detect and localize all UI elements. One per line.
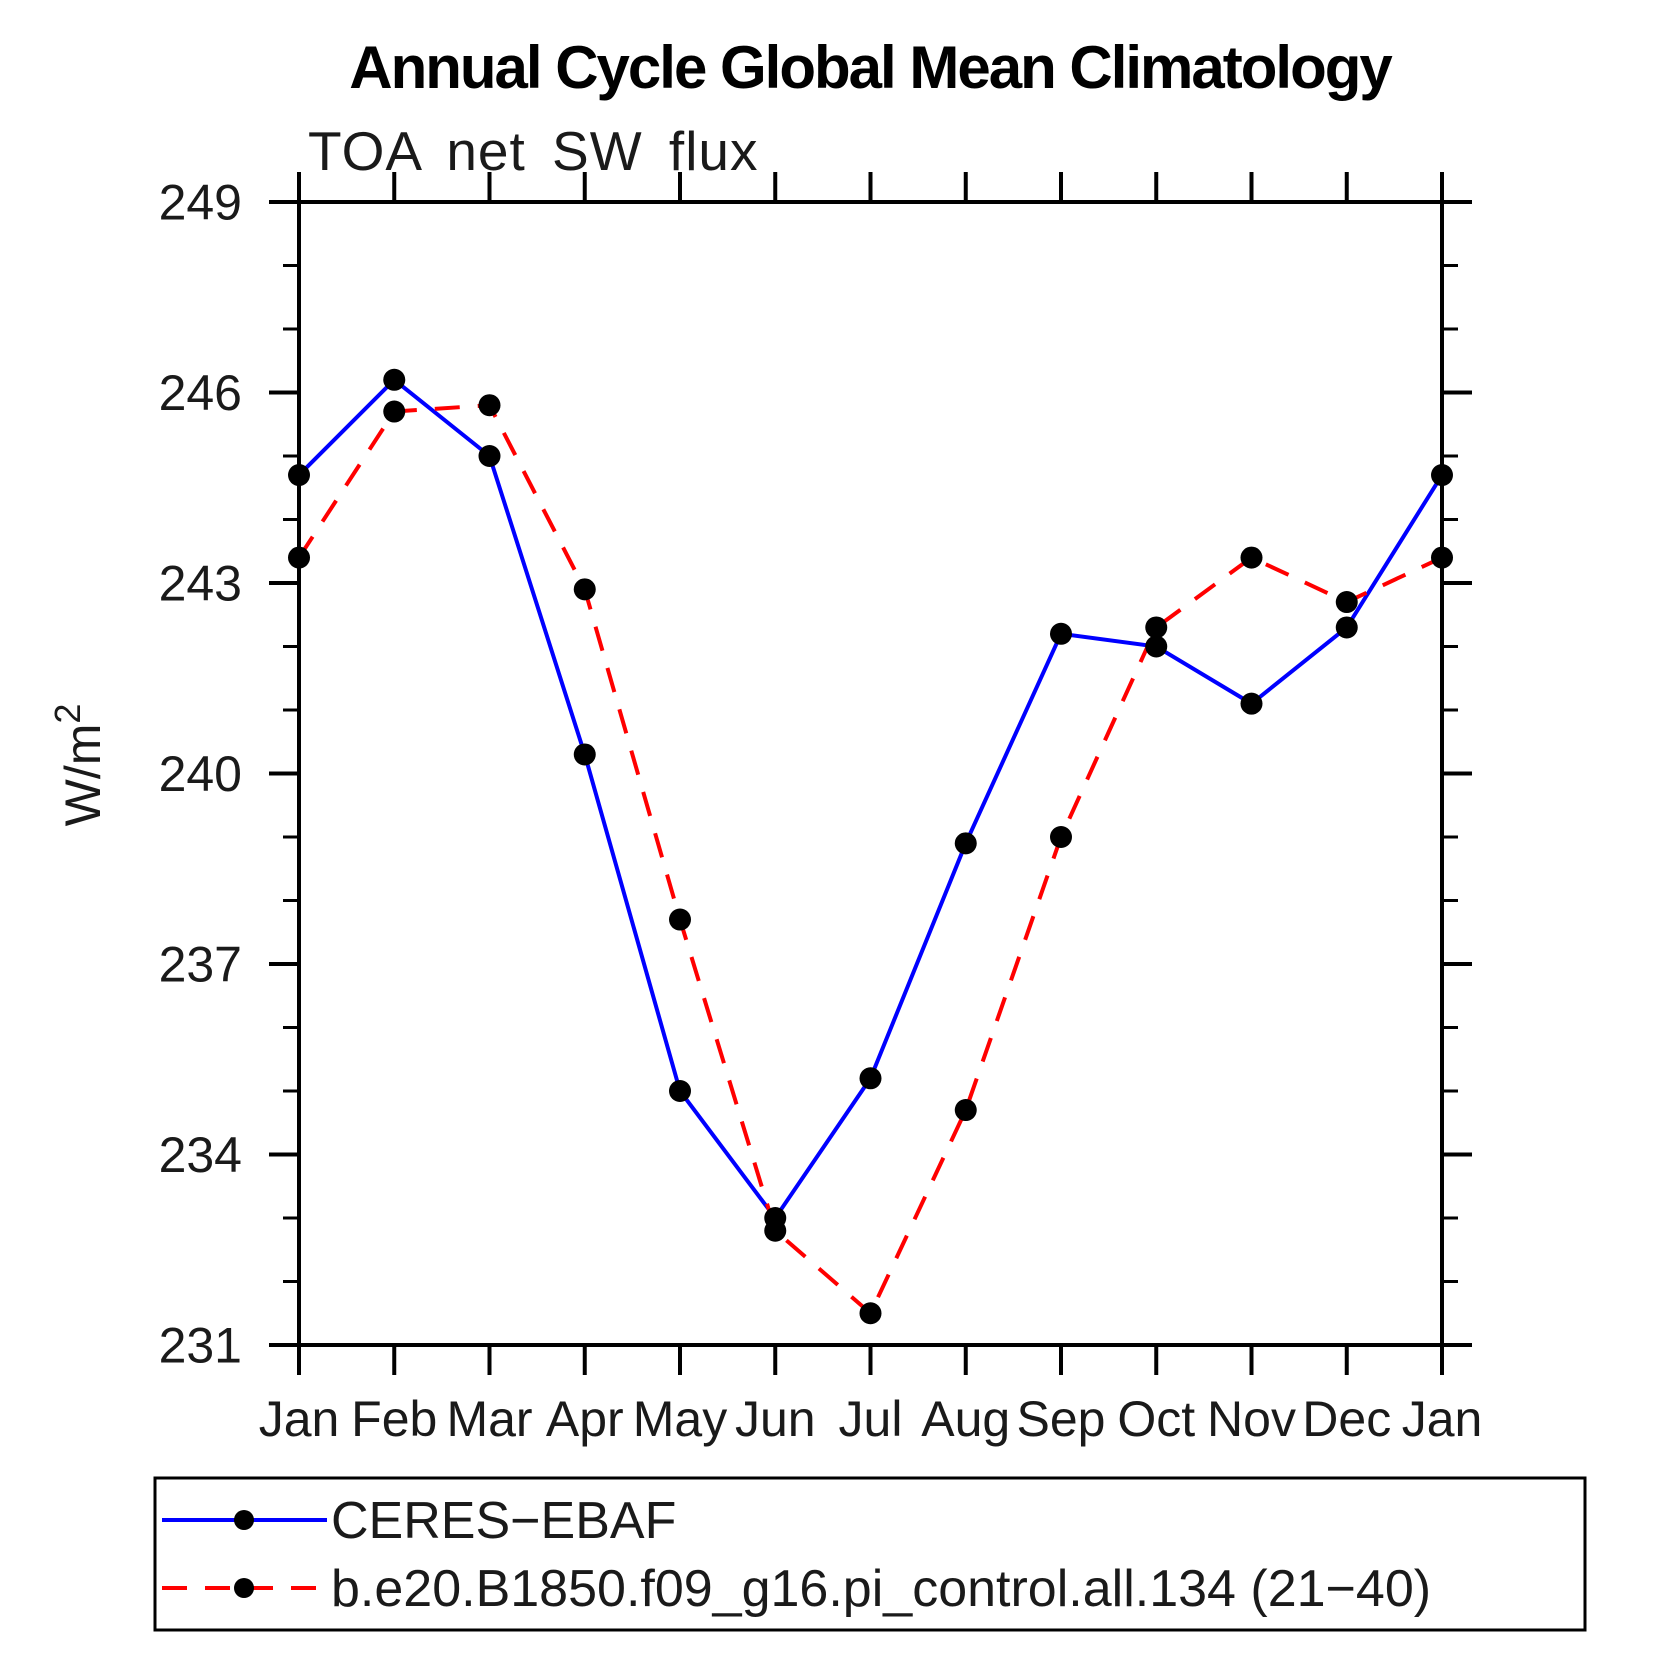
data-point-model-b-e20-b1850 — [288, 546, 310, 569]
series-line-ceres-ebaf — [297, 377, 1444, 1222]
chart-subtitle: TOA net SW flux — [308, 120, 759, 182]
y-tick-label: 249 — [159, 175, 242, 231]
data-point-model-b-e20-b1850 — [478, 394, 501, 417]
data-point-model-b-e20-b1850 — [1431, 546, 1453, 569]
legend-label-model: b.e20.B1850.f09_g16.pi_control.all.134 (… — [331, 1560, 1431, 1618]
y-tick-label: 234 — [159, 1127, 242, 1183]
y-axis-label: W/m2 — [47, 704, 111, 827]
month-label: Feb — [351, 1391, 437, 1447]
data-point-ceres-ebaf — [478, 445, 501, 467]
month-label: Jul — [839, 1391, 903, 1447]
data-point-model-b-e20-b1850 — [1240, 546, 1263, 569]
data-point-model-b-e20-b1850 — [1335, 591, 1358, 614]
month-label: May — [633, 1391, 727, 1447]
data-point-ceres-ebaf — [954, 832, 977, 855]
legend-marker-model — [234, 1578, 254, 1598]
data-point-model-b-e20-b1850 — [1145, 616, 1168, 639]
data-point-model-b-e20-b1850 — [383, 400, 406, 423]
chart-title: Annual Cycle Global Mean Climatology — [349, 34, 1393, 101]
month-label: Sep — [1017, 1391, 1106, 1447]
month-label: Oct — [1117, 1391, 1195, 1447]
legend-box — [153, 1476, 1587, 1632]
month-label: Jan — [1402, 1391, 1483, 1447]
data-point-ceres-ebaf — [1240, 692, 1263, 715]
month-label: Dec — [1302, 1391, 1391, 1447]
plot-frame — [297, 200, 1444, 1347]
y-tick-label: 240 — [159, 746, 242, 802]
data-point-model-b-e20-b1850 — [573, 578, 596, 601]
data-point-ceres-ebaf — [1145, 635, 1168, 658]
series-line-model-b-e20-b1850 — [297, 403, 1443, 1317]
month-label: Apr — [546, 1391, 624, 1447]
month-label: Aug — [921, 1391, 1010, 1447]
data-point-ceres-ebaf — [383, 368, 406, 391]
data-point-model-b-e20-b1850 — [764, 1219, 787, 1242]
data-point-ceres-ebaf — [859, 1067, 882, 1090]
data-point-ceres-ebaf — [1431, 464, 1453, 487]
data-point-model-b-e20-b1850 — [954, 1099, 977, 1122]
data-point-ceres-ebaf — [1335, 616, 1358, 639]
data-point-ceres-ebaf — [1050, 622, 1072, 645]
y-tick-label: 243 — [159, 556, 242, 612]
legend-label-ceres: CERES−EBAF — [331, 1492, 676, 1550]
y-tick-label: 237 — [159, 937, 242, 993]
month-label: Jan — [259, 1391, 340, 1447]
data-point-ceres-ebaf — [669, 1080, 691, 1102]
data-point-model-b-e20-b1850 — [669, 908, 691, 931]
y-axis-label-text: W/m2 — [47, 704, 111, 827]
month-label: Nov — [1207, 1391, 1296, 1447]
month-label: Jun — [735, 1391, 816, 1447]
y-tick-label: 246 — [159, 365, 242, 421]
legend: CERES−EBAF b.e20.B1850.f09_g16.pi_contro… — [153, 1476, 1587, 1632]
data-point-ceres-ebaf — [573, 743, 596, 766]
data-point-ceres-ebaf — [288, 464, 310, 487]
month-label: Mar — [446, 1391, 532, 1447]
data-point-model-b-e20-b1850 — [859, 1302, 882, 1325]
y-tick-label: 231 — [159, 1318, 242, 1374]
legend-marker-ceres — [234, 1510, 254, 1530]
data-point-model-b-e20-b1850 — [1050, 826, 1072, 848]
